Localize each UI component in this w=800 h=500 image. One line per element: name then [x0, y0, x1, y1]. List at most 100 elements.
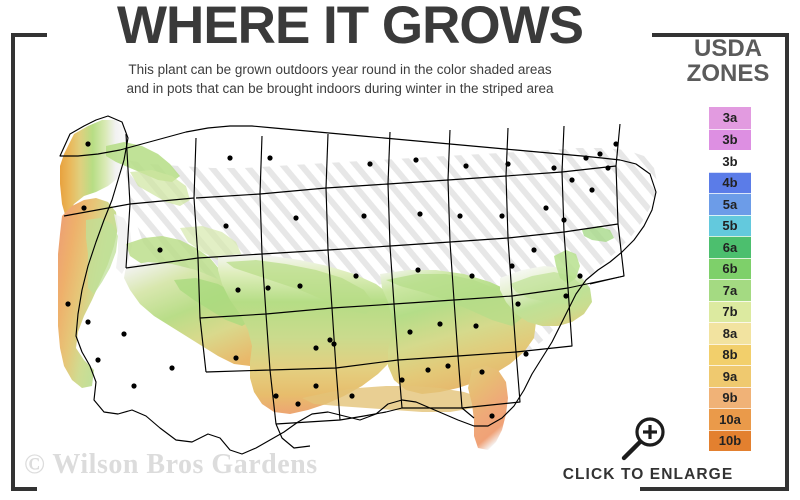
city-dot — [297, 283, 303, 289]
magnifier-zoom-icon[interactable] — [616, 416, 672, 462]
city-dot — [157, 247, 163, 253]
region-florida — [468, 366, 508, 450]
legend-title: USDA ZONES — [662, 36, 794, 86]
usda-zone-map — [30, 108, 670, 458]
region-cascade-valleys — [106, 142, 180, 182]
frame-bottom-right-segment — [640, 487, 789, 491]
city-dot — [267, 155, 273, 161]
city-dot — [349, 393, 355, 399]
city-dots — [65, 141, 619, 419]
zone-swatch-4b: 4b — [709, 171, 751, 193]
city-dot — [561, 217, 567, 223]
zone-swatch-label: 10a — [719, 411, 741, 427]
city-dot — [509, 263, 515, 269]
city-dot — [613, 141, 619, 147]
zone-swatch-label: 9a — [722, 368, 738, 384]
city-dot — [543, 205, 549, 211]
zone-swatch-label: 3b — [722, 132, 738, 148]
city-dot — [313, 345, 319, 351]
zone-swatch-3a: 3a — [709, 107, 751, 129]
city-dot — [479, 369, 485, 375]
city-dot — [551, 165, 557, 171]
legend-title-line-1: USDA — [693, 35, 762, 62]
city-dot — [563, 293, 569, 299]
zone-swatch-5b: 5b — [709, 214, 751, 236]
city-dot — [327, 337, 333, 343]
city-dot — [489, 413, 495, 419]
region-southwest — [124, 262, 278, 366]
zone-swatch-label: 9b — [722, 390, 738, 406]
click-to-enlarge-label[interactable]: CLICK TO ENLARGE — [562, 466, 734, 483]
region-pacific-northwest — [60, 120, 128, 218]
region-utah-valleys — [180, 226, 242, 264]
watermark-credit: © Wilson Bros Gardens — [24, 449, 318, 480]
city-dot — [81, 205, 87, 211]
frame-right-segment — [785, 33, 789, 491]
city-dot — [85, 319, 91, 325]
zone-swatch-9a: 9a — [709, 365, 751, 387]
zone-swatch-label: 8a — [722, 325, 738, 341]
page-subtitle: This plant can be grown outdoors year ro… — [20, 60, 660, 98]
frame-top-right-segment — [652, 33, 789, 37]
city-dot — [425, 367, 431, 373]
city-dot — [569, 177, 575, 183]
city-dot — [437, 321, 443, 327]
city-dot — [413, 157, 419, 163]
city-dot — [331, 341, 337, 347]
zone-swatch-label: 6b — [722, 261, 738, 277]
zone-swatch-7a: 7a — [709, 279, 751, 301]
city-dot — [531, 247, 537, 253]
city-dot — [399, 377, 405, 383]
zone-swatch-6a: 6a — [709, 236, 751, 258]
zone-swatch-10b: 10b — [709, 429, 751, 451]
region-sierra-nevada — [114, 214, 132, 274]
zone-swatch-label: 7a — [722, 282, 738, 298]
zone-swatch-label: 3a — [722, 110, 738, 126]
city-dot — [473, 323, 479, 329]
usda-zone-legend: 3a 3b 3b 4b 5a 5b 6a 6b 7a 7b 8a 8b 9a 9b 10a 10b — [709, 107, 751, 451]
city-dot — [295, 401, 301, 407]
city-dot — [605, 165, 611, 171]
city-dot — [273, 393, 279, 399]
legend-title-line-2: ZONES — [686, 60, 770, 87]
zone-swatch-label: 3b — [722, 153, 738, 169]
magnifier-svg — [621, 417, 665, 461]
city-dot — [353, 273, 359, 279]
zone-swatch-label: 7b — [722, 304, 738, 320]
city-dot — [95, 357, 101, 363]
zone-swatch-3b: 3b — [709, 128, 751, 150]
zone-swatch-6b: 6b — [709, 257, 751, 279]
zone-swatch-label: 10b — [718, 433, 742, 449]
city-dot — [457, 213, 463, 219]
city-dot — [469, 273, 475, 279]
city-dot — [415, 267, 421, 273]
zone-swatch-9b: 9b — [709, 386, 751, 408]
map-svg — [58, 115, 658, 455]
zone-swatch-label: 4b — [722, 175, 738, 191]
city-dot — [121, 331, 127, 337]
city-dot — [583, 155, 589, 161]
city-dot — [131, 383, 137, 389]
frame-bottom-left-segment — [11, 487, 37, 491]
subtitle-line-1: This plant can be grown outdoors year ro… — [128, 62, 552, 77]
city-dot — [85, 141, 91, 147]
zone-swatch-8a: 8a — [709, 322, 751, 344]
city-dot — [589, 187, 595, 193]
region-columbia-basin — [130, 170, 190, 206]
state-boundaries — [59, 115, 657, 455]
region-gulf-coast — [302, 386, 482, 412]
city-dot — [417, 211, 423, 217]
city-dot — [233, 355, 239, 361]
zone-swatch-7b: 7b — [709, 300, 751, 322]
city-dot — [463, 163, 469, 169]
city-dot — [445, 363, 451, 369]
city-dot — [313, 383, 319, 389]
zone-swatch-label: 5a — [722, 196, 738, 212]
region-mogollon-rim — [174, 278, 252, 326]
city-dot — [265, 285, 271, 291]
city-dot — [597, 151, 603, 157]
frame-left-segment — [11, 33, 15, 491]
city-dot — [499, 213, 505, 219]
city-dot — [577, 273, 583, 279]
